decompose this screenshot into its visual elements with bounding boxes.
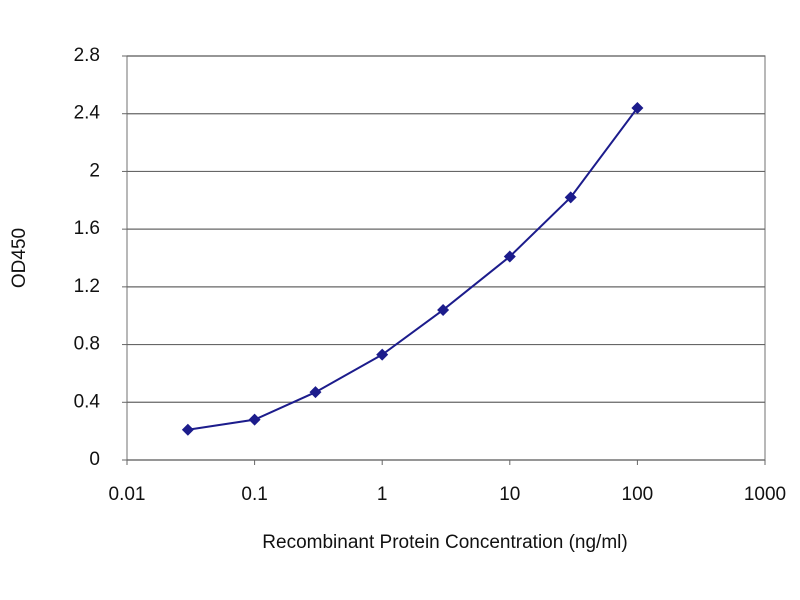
- x-axis-title: Recombinant Protein Concentration (ng/ml…: [262, 532, 627, 553]
- data-point: [564, 191, 577, 204]
- x-tick-label: 1: [377, 484, 388, 505]
- data-point: [631, 101, 644, 114]
- x-tick-label: 1000: [744, 484, 786, 505]
- x-tick-label: 10: [499, 484, 520, 505]
- data-point: [248, 413, 261, 426]
- data-point: [503, 250, 516, 263]
- data-point: [437, 303, 450, 316]
- x-tick-label: 0.01: [109, 484, 146, 505]
- x-tick-label: 0.1: [241, 484, 267, 505]
- y-tick-label: 2: [89, 160, 100, 181]
- y-tick-label: 1.2: [74, 276, 100, 297]
- data-point: [181, 423, 194, 436]
- y-tick-label: 0: [89, 449, 100, 470]
- y-tick-label: 1.6: [74, 218, 100, 239]
- y-tick-label: 2.8: [74, 45, 100, 66]
- plot-area: [126, 55, 766, 461]
- x-tick-label: 100: [622, 484, 654, 505]
- data-point: [309, 386, 322, 399]
- y-tick-label: 0.4: [74, 391, 101, 412]
- data-line: [187, 107, 639, 431]
- data-point: [376, 348, 389, 361]
- y-tick-label: 0.8: [74, 334, 100, 355]
- y-axis-title: OD450: [9, 228, 30, 288]
- y-tick-label: 2.4: [74, 103, 101, 124]
